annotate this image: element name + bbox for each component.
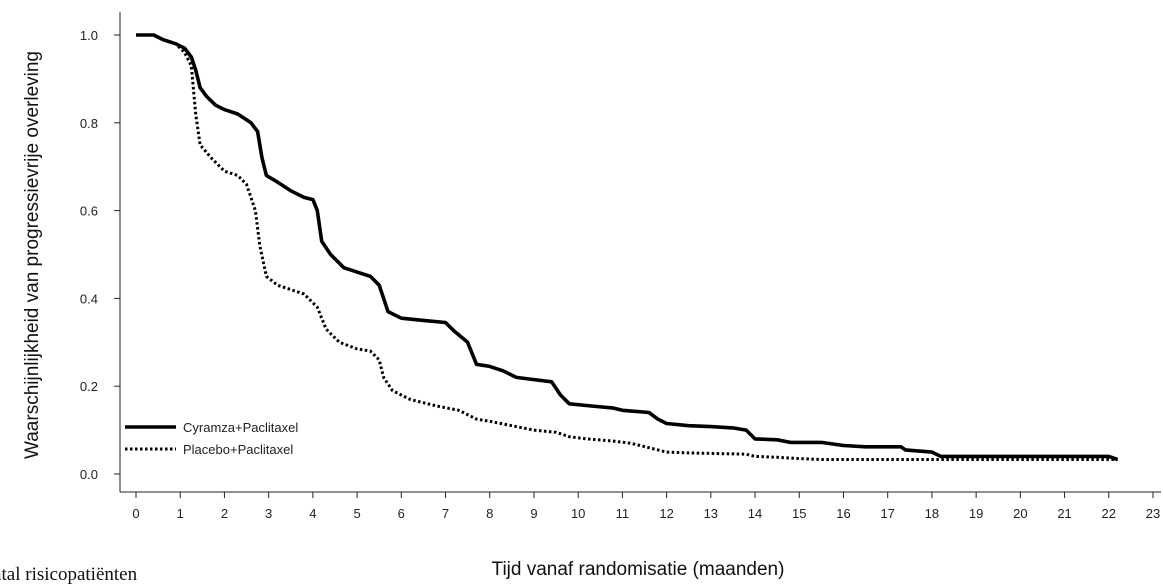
x-tick-label: 6 <box>398 506 405 521</box>
y-tick-label: 1.0 <box>80 28 98 43</box>
x-tick-label: 8 <box>486 506 493 521</box>
x-tick-label: 9 <box>530 506 537 521</box>
x-tick-label: 16 <box>836 506 850 521</box>
series-lines <box>136 33 1119 462</box>
y-tick-label: 0.2 <box>80 379 98 394</box>
x-tick-label: 0 <box>132 506 139 521</box>
x-tick-label: 14 <box>748 506 762 521</box>
y-tick-label: 0.6 <box>80 204 98 219</box>
x-tick-label: 22 <box>1102 506 1116 521</box>
x-tick-label: 15 <box>792 506 806 521</box>
legend-label-placebo-paclitaxel: Placebo+Paclitaxel <box>183 442 293 457</box>
x-tick-label: 7 <box>442 506 449 521</box>
x-tick-label: 17 <box>880 506 894 521</box>
x-tick-label: 23 <box>1146 506 1160 521</box>
y-axis-title: Waarschijnlijkheid van progressievrije o… <box>22 51 43 459</box>
x-tick-label: 12 <box>659 506 673 521</box>
x-tick-label: 1 <box>177 506 184 521</box>
x-tick-label: 5 <box>353 506 360 521</box>
x-tick-label: 13 <box>704 506 718 521</box>
y-tick-label: 0.0 <box>80 467 98 482</box>
x-tick-label: 10 <box>571 506 585 521</box>
clipped-caption-text: ntal risicopatiënten <box>0 564 138 585</box>
series-line-cyramza-paclitaxel <box>136 33 1119 462</box>
x-tick-label: 18 <box>925 506 939 521</box>
x-tick-label: 3 <box>265 506 272 521</box>
x-tick-label: 11 <box>616 506 630 521</box>
series-line-placebo-paclitaxel <box>136 33 1118 461</box>
x-tick-label: 21 <box>1057 506 1071 521</box>
legend: Cyramza+Paclitaxel Placebo+Paclitaxel <box>125 420 298 457</box>
x-tick-label: 20 <box>1013 506 1027 521</box>
x-axis-title: Tijd vanaf randomisatie (maanden) <box>492 559 785 580</box>
y-tick-label: 0.8 <box>80 116 98 131</box>
legend-label-cyramza-paclitaxel: Cyramza+Paclitaxel <box>183 420 298 435</box>
y-tick-label: 0.4 <box>80 291 98 306</box>
x-tick-label: 2 <box>221 506 228 521</box>
x-tick-label: 19 <box>969 506 983 521</box>
axes: 0.00.20.40.60.81.00 1 2 3 4 5 6 7 8 9 10 11 12 13 14 15… <box>80 12 1161 521</box>
x-tick-label: 4 <box>309 506 316 521</box>
